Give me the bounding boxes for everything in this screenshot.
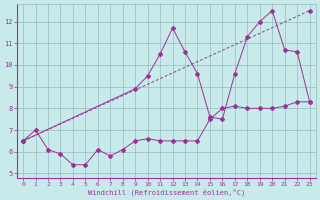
X-axis label: Windchill (Refroidissement éolien,°C): Windchill (Refroidissement éolien,°C) [88, 188, 245, 196]
